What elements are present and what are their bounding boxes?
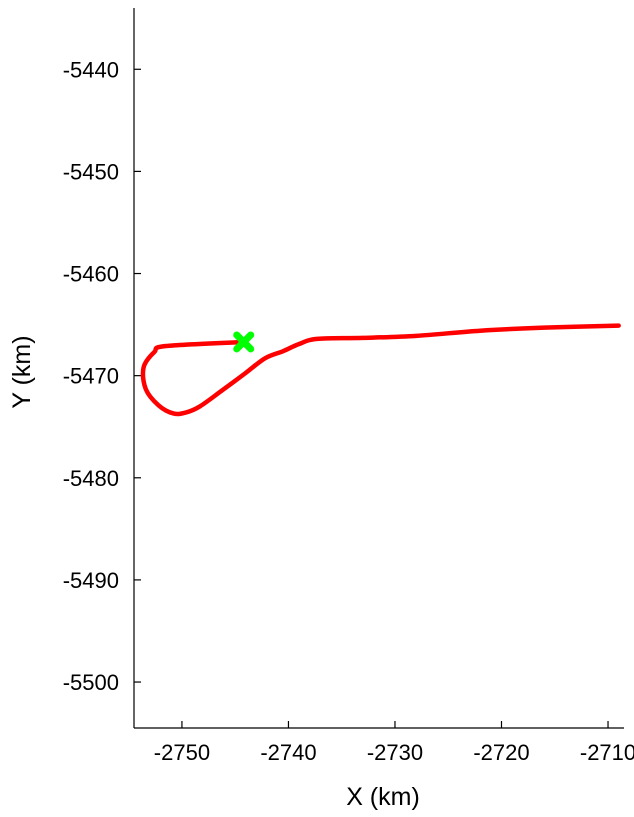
x-axis-title: X (km) bbox=[346, 783, 420, 811]
x-tick-label: -2730 bbox=[367, 740, 423, 765]
marker-stroke bbox=[233, 331, 255, 353]
y-tick-label: -5500 bbox=[63, 670, 119, 695]
ticks: -5440 -5450 -5460 -5470 -5480 -5490 -5500 -2750… bbox=[63, 57, 634, 765]
y-tick-label: -5470 bbox=[63, 364, 119, 389]
y-axis-title: Y (km) bbox=[8, 335, 36, 408]
y-tick-label: -5480 bbox=[63, 466, 119, 491]
y-tick-label: -5450 bbox=[63, 159, 119, 184]
x-tick-label: -2740 bbox=[260, 740, 316, 765]
x-tick-label: -2720 bbox=[473, 740, 529, 765]
trajectory-line bbox=[140, 323, 621, 417]
axes bbox=[133, 8, 624, 729]
start-marker bbox=[233, 331, 255, 353]
plot-area bbox=[140, 323, 621, 417]
x-tick-label: -2710 bbox=[580, 740, 634, 765]
x-tick-label: -2750 bbox=[154, 740, 210, 765]
y-tick-label: -5440 bbox=[63, 57, 119, 82]
y-tick-label: -5490 bbox=[63, 568, 119, 593]
y-tick-label: -5460 bbox=[63, 262, 119, 287]
